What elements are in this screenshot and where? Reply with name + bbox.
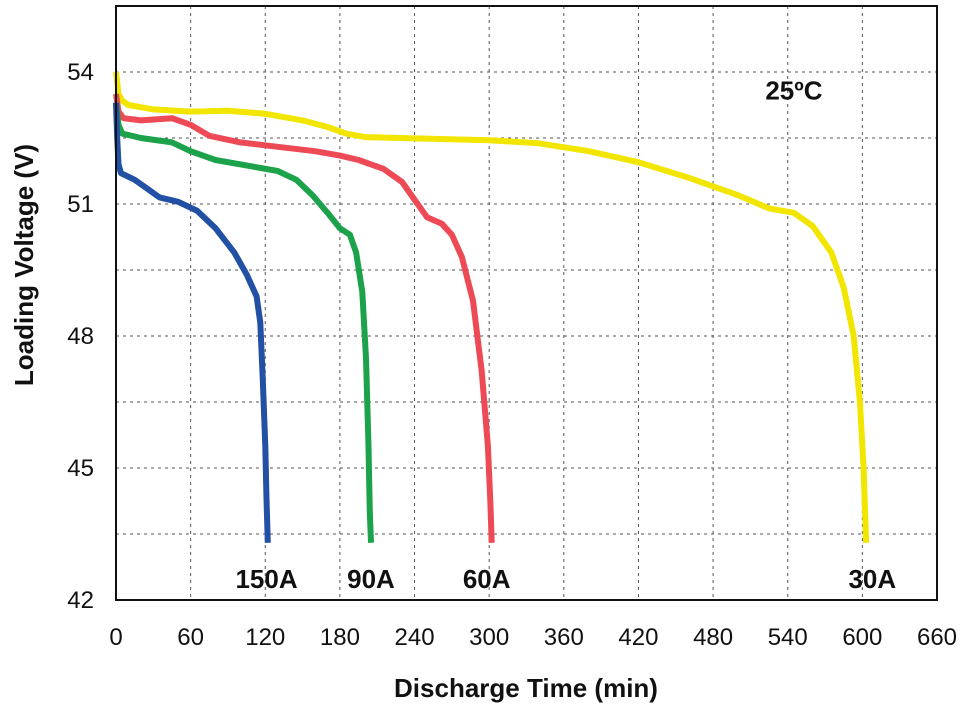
y-tick-labels: 42 45 48 51 54 [67,59,94,614]
annotations: 25ºC [765,76,822,106]
series-line-30a [113,71,870,543]
x-tick-label: 600 [842,624,882,651]
x-tick-label: 300 [469,624,509,651]
grid [116,6,937,600]
series-label-60a: 60A [463,564,511,594]
y-axis-title: Loading Voltage (V) [9,144,39,386]
y-tick-label: 51 [67,191,94,218]
temperature-annotation: 25ºC [765,76,822,106]
x-axis-title: Discharge Time (min) [394,673,658,703]
y-tick-label: 42 [67,587,94,614]
x-tick-label: 480 [693,624,733,651]
plot-frame [115,5,938,601]
series-line-60a [113,93,495,543]
series-labels: 30A 60A 90A 150A [235,564,896,594]
series-line-90a [113,102,374,543]
x-tick-label: 240 [395,624,435,651]
x-tick-label: 660 [917,624,957,651]
y-tick-label: 48 [67,323,94,350]
series-label-90a: 90A [347,564,395,594]
series-label-30a: 30A [848,564,896,594]
series-label-150a: 150A [235,564,297,594]
x-tick-label: 420 [618,624,658,651]
x-tick-label: 180 [320,624,360,651]
y-tick-label: 54 [67,59,94,86]
series-line-150a [113,102,271,543]
x-tick-label: 360 [544,624,584,651]
x-tick-labels: 0 60 120 180 240 300 360 420 480 540 600 660 [109,624,957,651]
x-tick-label: 540 [768,624,808,651]
x-tick-label: 60 [177,624,204,651]
y-tick-label: 45 [67,455,94,482]
x-tick-label: 120 [245,624,285,651]
x-tick-label: 0 [109,624,122,651]
series-lines [113,71,870,543]
